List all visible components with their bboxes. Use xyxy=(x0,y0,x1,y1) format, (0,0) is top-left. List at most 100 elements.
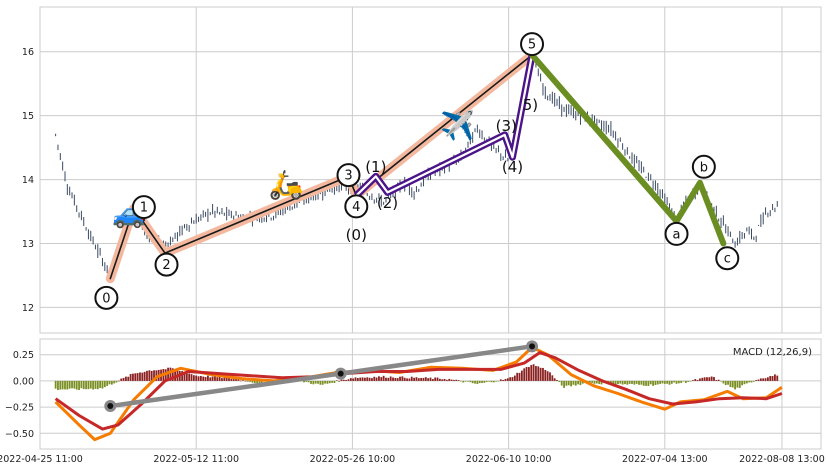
macd-hist-bar-26 xyxy=(115,380,118,383)
macd-hist-bar-17 xyxy=(94,380,97,389)
macd-hist-bar-190 xyxy=(499,379,502,381)
macd-hist-bar-220 xyxy=(570,380,572,387)
macd-hist-bar-145 xyxy=(394,377,397,381)
macd-hist-bar-303 xyxy=(764,378,767,381)
macd-hist-bar-72 xyxy=(223,377,226,381)
macd-hist-bar-290 xyxy=(734,380,736,390)
macd-hist-bar-31 xyxy=(127,376,130,381)
macd-ytick-0: 0.25 xyxy=(13,350,34,361)
macd-hist-bar-168 xyxy=(448,378,451,381)
macd-hist-bar-174 xyxy=(462,380,465,383)
macd-hist-bar-136 xyxy=(373,376,376,381)
macd-hist-bar-116 xyxy=(326,380,329,384)
macd-hist-bar-255 xyxy=(652,380,654,386)
macd-hist-bar-141 xyxy=(385,377,387,381)
macd-hist-bar-231 xyxy=(595,380,598,384)
xtick-5: 2022-08-08 13:00 xyxy=(739,454,825,465)
wave-label-ring-2 xyxy=(154,252,179,277)
macd-hist-bar-200 xyxy=(523,368,526,381)
macd-hist-bar-10 xyxy=(78,380,80,390)
wave-label-12: (3) xyxy=(496,117,517,135)
wave-line-primary-impulse-center xyxy=(109,54,533,280)
macd-hist-bar-147 xyxy=(399,376,401,381)
macd-hist-bar-60 xyxy=(195,375,198,381)
macd-hist-bar-280 xyxy=(710,376,713,381)
macd-hist-bar-133 xyxy=(366,377,369,381)
macd-hist-bar-62 xyxy=(199,376,202,381)
wave-label-ring-4 xyxy=(344,194,369,219)
wave-label-14: 5) xyxy=(523,96,538,114)
macd-hist-bar-15 xyxy=(89,380,92,389)
macd-hist-bar-140 xyxy=(382,375,385,381)
xtick-4: 2022-07-04 13:00 xyxy=(622,454,708,465)
price-y-ticks: 12 13 14 15 16 xyxy=(22,47,34,314)
macd-hist-bar-165 xyxy=(441,379,444,381)
macd-hist-bar-156 xyxy=(420,377,423,381)
macd-hist-bar-24 xyxy=(110,380,113,385)
macd-hist-bar-107 xyxy=(305,380,308,382)
macd-hist-bar-132 xyxy=(363,377,366,381)
price-ytick-16: 16 xyxy=(22,47,34,58)
macd-hist-bar-2 xyxy=(59,380,62,390)
macd-hist-bar-258 xyxy=(659,380,662,384)
macd-hist-bar-54 xyxy=(181,371,184,381)
macd-hist-bar-293 xyxy=(741,380,744,386)
macd-hist-bar-152 xyxy=(410,376,413,381)
macd-hist-bar-117 xyxy=(328,380,331,384)
macd-hist-bar-300 xyxy=(757,379,760,381)
macd-hist-bar-249 xyxy=(638,380,640,385)
macd-hist-bar-204 xyxy=(532,364,535,381)
macd-hist-bar-189 xyxy=(497,380,500,382)
macd-hist-bar-3 xyxy=(61,380,64,390)
macd-hist-bar-56 xyxy=(185,373,188,381)
macd-hist-bar-42 xyxy=(153,370,155,381)
macd-hist-bar-247 xyxy=(633,380,636,385)
macd-hist-bar-170 xyxy=(453,379,455,381)
macd-hist-bar-217 xyxy=(563,380,565,388)
airplane-icon: ✈️ xyxy=(440,108,475,142)
macd-hist-bar-167 xyxy=(446,379,448,381)
macd-hist-bar-260 xyxy=(663,380,666,384)
macd-hist-bar-162 xyxy=(434,377,437,381)
macd-hist-bar-127 xyxy=(352,378,355,381)
macd-hist-bar-84 xyxy=(251,380,254,383)
wave-label-ring-6 xyxy=(664,221,689,246)
macd-hist-bar-22 xyxy=(106,380,109,386)
wave-lines xyxy=(105,50,727,284)
macd-hist-bar-180 xyxy=(476,380,479,384)
macd-hist-bar-254 xyxy=(649,380,652,385)
macd-hist-bar-144 xyxy=(392,377,394,381)
macd-hist-bar-30 xyxy=(125,376,127,381)
macd-hist-bar-181 xyxy=(478,380,481,384)
macd-hist-bar-261 xyxy=(666,380,669,384)
wave-line-correction xyxy=(529,51,727,247)
macd-hist-bar-40 xyxy=(148,370,151,381)
macd-hist-bar-4 xyxy=(64,380,66,390)
macd-hist-bar-211 xyxy=(549,372,551,381)
wave-label-11: (2) xyxy=(377,194,398,212)
macd-hist-bar-119 xyxy=(333,380,336,383)
macd-hist-bar-299 xyxy=(755,380,758,381)
macd-hist-bar-68 xyxy=(214,375,216,381)
xtick-3: 2022-06-10 10:00 xyxy=(466,454,552,465)
macd-hist-bar-301 xyxy=(759,378,762,381)
macd-hist-bar-283 xyxy=(717,379,720,381)
macd-hist-bar-114 xyxy=(321,380,324,385)
macd-hist-bar-172 xyxy=(457,380,460,381)
macd-hist-bar-149 xyxy=(403,377,406,381)
macd-hist-bar-78 xyxy=(237,379,240,381)
macd-hist-bar-173 xyxy=(460,380,462,382)
divergence-dot-0 xyxy=(107,403,114,410)
macd-hist-bar-230 xyxy=(593,380,596,384)
macd-hist-bar-248 xyxy=(635,380,638,384)
macd-hist-bar-160 xyxy=(429,377,432,381)
macd-hist-bar-121 xyxy=(338,380,341,382)
macd-hist-bar-282 xyxy=(715,380,718,381)
macd-hist-bar-205 xyxy=(535,366,537,381)
wave-labels: 0 1 2 3 4 5 a b c (0) (1) (2) (3) (4) 5) xyxy=(94,32,740,310)
macd-hist-bar-69 xyxy=(216,377,219,381)
macd-hist-bar-59 xyxy=(192,375,195,381)
macd-hist-bar-296 xyxy=(748,380,751,383)
macd-hist-bar-216 xyxy=(560,380,563,386)
